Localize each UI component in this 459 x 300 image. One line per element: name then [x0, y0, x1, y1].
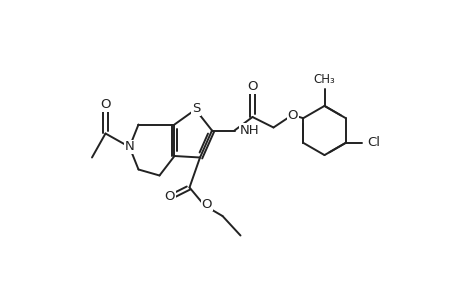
Text: CH₃: CH₃ [313, 74, 335, 86]
Text: NH: NH [240, 124, 259, 137]
Text: N: N [124, 140, 134, 154]
Text: Cl: Cl [367, 136, 380, 149]
Text: O: O [100, 98, 111, 112]
Text: O: O [247, 80, 257, 94]
Text: S: S [191, 102, 200, 115]
Text: O: O [201, 197, 212, 211]
Text: O: O [287, 109, 297, 122]
Text: O: O [164, 190, 175, 203]
